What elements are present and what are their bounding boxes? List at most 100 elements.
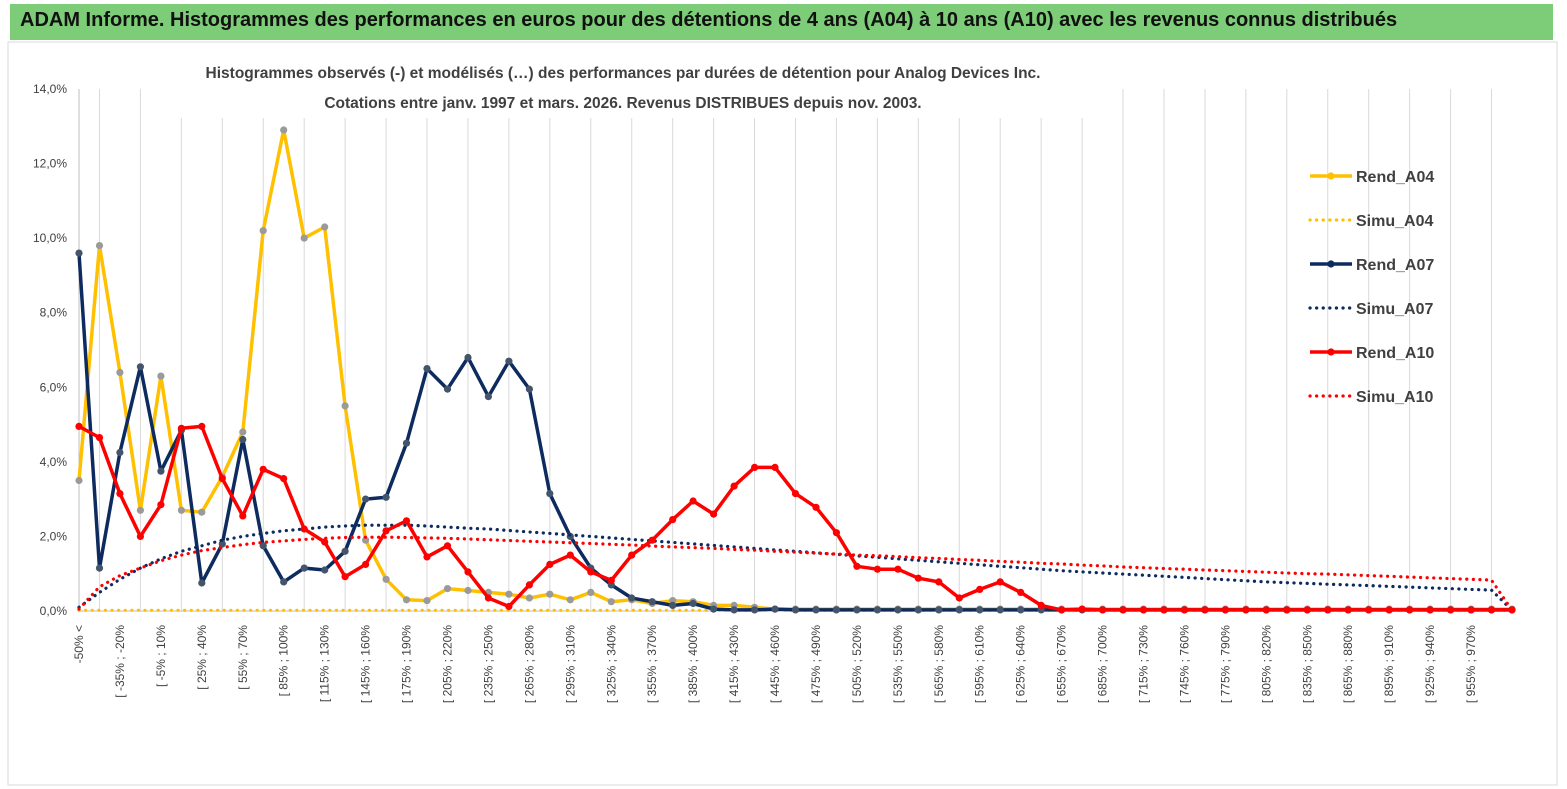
y-tick-label: 6,0% [40, 380, 68, 394]
x-tick-label: [ 595% ; 610% [973, 625, 987, 703]
data-point [280, 475, 288, 483]
x-tick-label: [ 355% ; 370% [645, 625, 659, 703]
data-point [648, 598, 656, 606]
data-point [1447, 606, 1455, 614]
legend-label: Rend_A07 [1356, 257, 1434, 274]
data-point [402, 439, 411, 447]
x-tick-label: [ 835% ; 850% [1300, 625, 1314, 703]
data-point [239, 512, 247, 520]
x-tick-label: [ -5% ; 10% [154, 625, 168, 687]
chart-subtitle: Cotations entre janv. 1997 et mars. 2026… [324, 95, 921, 112]
legend-label: Rend_A04 [1356, 169, 1434, 186]
data-point [382, 527, 390, 535]
legend-item-Simu_A07: Simu_A07 [1308, 301, 1433, 318]
data-point [402, 517, 411, 525]
y-tick-label: 2,0% [40, 529, 68, 543]
data-point [935, 578, 943, 586]
data-point [423, 597, 431, 605]
data-point [280, 126, 288, 134]
data-point [1017, 588, 1025, 597]
data-point [751, 606, 759, 614]
x-tick-label: [ 25% ; 40% [195, 625, 209, 690]
data-point [382, 493, 390, 501]
data-point [873, 565, 882, 573]
data-point [689, 497, 697, 505]
title-background [152, 58, 1100, 118]
data-point [996, 606, 1004, 614]
data-point [628, 551, 636, 559]
data-point [566, 551, 574, 559]
data-point [812, 503, 820, 511]
x-tick-label: [ 475% ; 490% [809, 625, 823, 703]
data-point [402, 596, 411, 604]
data-point [136, 363, 144, 371]
data-point [689, 599, 697, 608]
data-point [710, 605, 718, 613]
data-point [464, 568, 472, 576]
data-point [300, 564, 308, 572]
x-tick-label: [ 925% ; 940% [1423, 625, 1437, 703]
data-point [505, 590, 513, 598]
legend-item-Rend_A10: Rend_A10 [1310, 345, 1434, 362]
x-tick-label: [ 655% ; 670% [1055, 625, 1069, 703]
data-point [95, 564, 104, 572]
chart-area-border [7, 41, 1558, 786]
data-point [423, 553, 431, 561]
data-point [648, 536, 656, 544]
data-point [157, 372, 165, 380]
data-point [771, 605, 779, 613]
report-banner: ADAM Informe. Histogrammes des performan… [10, 4, 1553, 40]
data-point [669, 601, 677, 610]
x-tick-label: [ 535% ; 550% [891, 625, 905, 703]
data-point [484, 393, 492, 401]
data-point [566, 596, 574, 604]
series-Simu_A10 [77, 535, 1514, 612]
legend-item-Rend_A07: Rend_A07 [1310, 257, 1434, 274]
axes: 0,0% 2,0% 4,0% 6,0% 8,0% 10,0% 12,0% 14,0% -50% … [33, 82, 1512, 703]
data-point [443, 585, 452, 593]
data-point [1119, 606, 1127, 614]
data-point [751, 463, 759, 471]
data-point [607, 598, 615, 606]
x-tick-label: [ 805% ; 820% [1259, 625, 1273, 703]
legend: Rend_A04 Simu_A04 Rend_A07 Simu_A07 Rend_A10… [1308, 169, 1434, 406]
data-point [1037, 601, 1045, 610]
data-point [443, 385, 452, 393]
data-point [853, 562, 861, 570]
data-point [730, 482, 738, 490]
x-tick-label: [ 685% ; 700% [1096, 625, 1110, 703]
data-point [935, 606, 943, 614]
data-point [996, 578, 1004, 586]
series-layer [75, 126, 1516, 614]
data-point [362, 560, 370, 569]
legend-item-Rend_A04: Rend_A04 [1310, 169, 1434, 186]
data-point [791, 606, 800, 614]
data-point [1344, 606, 1352, 614]
x-tick-label: [ 895% ; 910% [1382, 625, 1396, 703]
data-point [341, 402, 349, 410]
x-tick-label: [ 145% ; 160% [359, 625, 373, 703]
data-point [382, 575, 390, 583]
data-point [628, 594, 636, 602]
y-tick-label: 12,0% [33, 157, 67, 171]
data-point [791, 490, 800, 498]
x-tick-label: [ 415% ; 430% [727, 625, 741, 703]
data-point [116, 368, 124, 376]
data-point [955, 606, 963, 614]
y-tick-label: 8,0% [40, 306, 68, 320]
data-point [894, 565, 902, 573]
series-line-Simu_A10 [77, 535, 1514, 612]
data-point [546, 590, 554, 598]
legend-label: Simu_A10 [1356, 389, 1433, 406]
x-tick-label: [ 85% ; 100% [277, 625, 291, 697]
x-tick-label: [ 565% ; 580% [932, 625, 946, 703]
legend-marker [1327, 260, 1335, 268]
data-point [914, 606, 922, 614]
data-point [1426, 606, 1434, 614]
data-point [95, 242, 104, 250]
legend-item-Simu_A04: Simu_A04 [1308, 213, 1433, 230]
x-tick-label: [ 235% ; 250% [481, 625, 495, 703]
x-tick-label: -50% < [72, 625, 86, 663]
x-tick-label: [ 115% ; 130% [318, 625, 332, 702]
